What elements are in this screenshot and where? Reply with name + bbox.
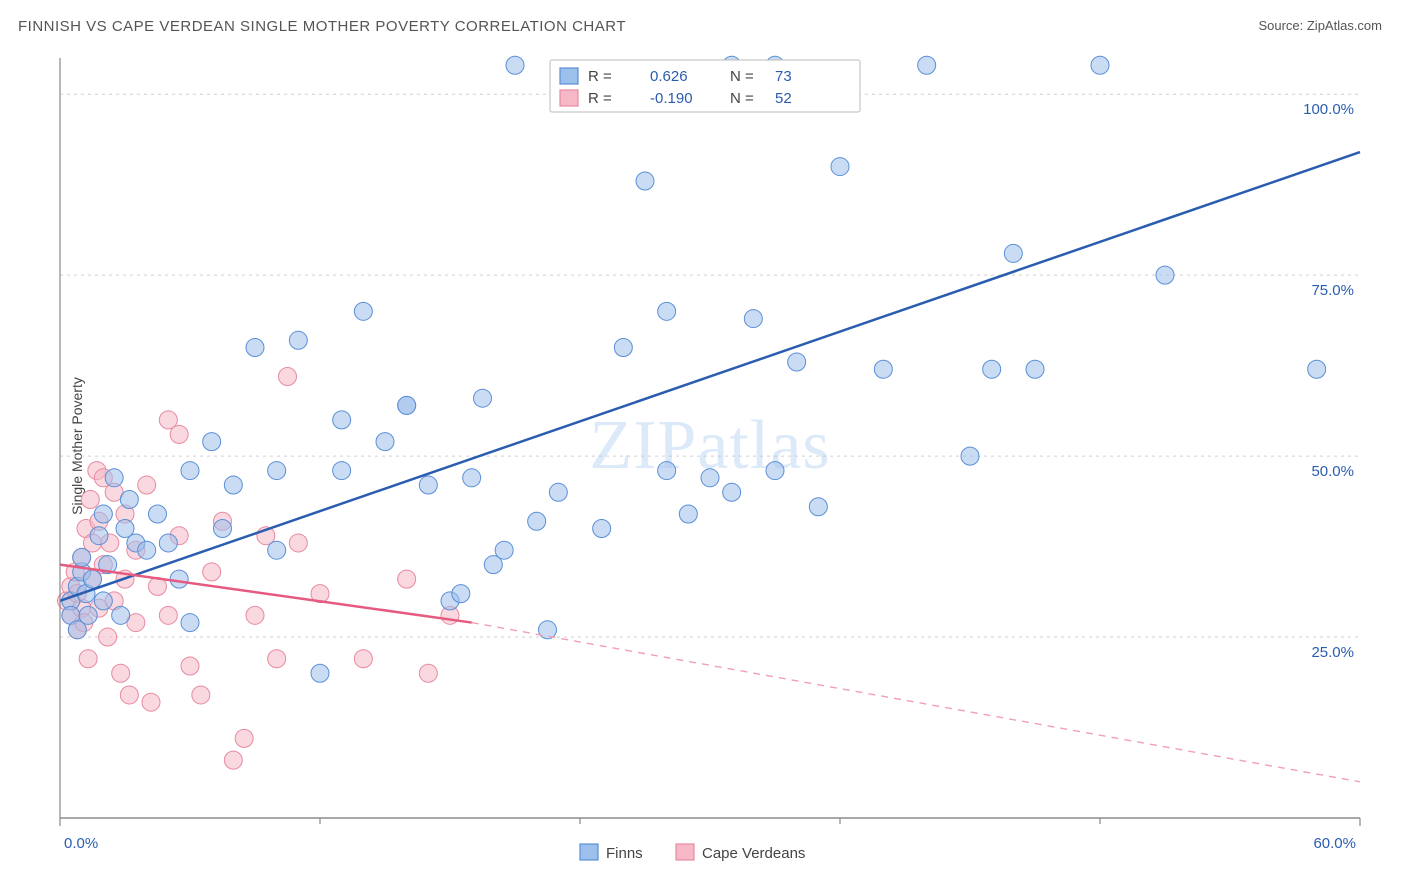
svg-text:100.0%: 100.0% — [1303, 101, 1354, 118]
legend-label-blue: Finns — [606, 845, 643, 862]
pink-trend-line-dashed — [472, 623, 1360, 782]
stats-n-label-1: N = — [730, 68, 754, 85]
y-ticks: 25.0% 50.0% 75.0% 100.0% — [1303, 101, 1354, 661]
svg-text:75.0%: 75.0% — [1311, 282, 1354, 299]
chart-title: FINNISH VS CAPE VERDEAN SINGLE MOTHER PO… — [18, 18, 626, 35]
scatter-chart: ZIPatlas 0.0%60.0% 25.0%50.0%75.0%100.0%… — [50, 48, 1380, 868]
stats-n-label-2: N = — [730, 90, 754, 107]
svg-text:R =: R = — [588, 90, 612, 107]
stats-r-label-2: R = — [588, 90, 612, 107]
stats-r-value-pink: -0.190 — [650, 90, 693, 107]
source-prefix: Source: — [1258, 18, 1306, 33]
svg-text:50.0%: 50.0% — [1311, 463, 1354, 480]
stats-r-value-blue: 0.626 — [650, 68, 688, 85]
stats-n-value-pink: 52 — [775, 90, 792, 107]
svg-text:60.0%: 60.0% — [1313, 835, 1356, 852]
stats-n-value-blue: 73 — [775, 68, 792, 85]
pink-series-points — [58, 367, 460, 769]
stats-legend: R = 0.626 N = 73 R = -0.190 N = 52 — [550, 60, 860, 112]
source-attribution: Source: ZipAtlas.com — [1258, 18, 1382, 33]
stats-r-label-1: R = — [588, 68, 612, 85]
svg-text:N =: N = — [730, 68, 754, 85]
svg-text:N =: N = — [730, 90, 754, 107]
blue-series-points — [62, 56, 1326, 682]
svg-text:R =: R = — [588, 68, 612, 85]
source-name: ZipAtlas.com — [1307, 18, 1382, 33]
bottom-legend: Finns Cape Verdeans — [580, 844, 805, 862]
svg-text:0.0%: 0.0% — [64, 835, 98, 852]
legend-label-pink: Cape Verdeans — [702, 845, 805, 862]
blue-trend-line — [60, 152, 1360, 601]
svg-text:25.0%: 25.0% — [1311, 644, 1354, 661]
